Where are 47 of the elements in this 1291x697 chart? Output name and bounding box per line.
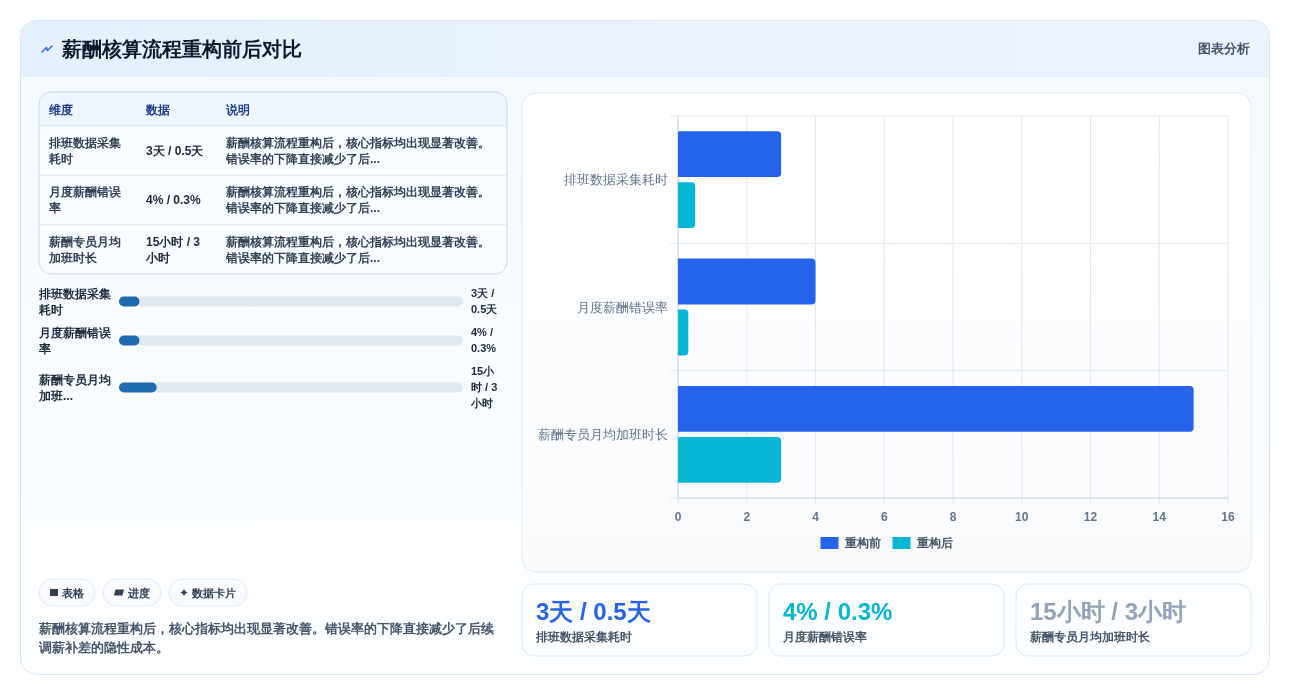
y-tick-label: 薪酬专员月均加班... (38, 372, 111, 403)
text: 图表分析 (1198, 41, 1250, 56)
text: 4% / 0.3% (146, 193, 201, 208)
y-tick-label: 排班数据采集耗时 (564, 172, 668, 188)
x-tick-label: 4 (812, 509, 820, 524)
text: 薪酬核算流程重构后，核心指标均出现显著改善。错误率的下降直接减少了后... (226, 135, 490, 166)
x-tick-label: 10 (1015, 509, 1029, 524)
bar (678, 436, 782, 483)
category-label: 数据卡片 (191, 586, 236, 599)
bar (678, 182, 696, 229)
category-label: 说明 (225, 102, 250, 117)
x-tick-label: 12 (1083, 509, 1098, 524)
bar (678, 385, 1194, 432)
category-label: 月度薪酬错误率 (782, 630, 867, 644)
text: 3天 / 0.5天 (471, 287, 499, 316)
x-tick-label: 14 (1152, 509, 1167, 524)
text: 维度 (48, 102, 73, 117)
text: 4% / 0.3% (471, 326, 497, 355)
category-label: 数据 (145, 102, 170, 117)
text: 薪酬核算流程重构前后对比 (61, 38, 302, 60)
x-tick-label: 6 (880, 509, 888, 524)
category-label: 排班数据采集耗时 (535, 630, 632, 644)
x-tick-label: 2 (743, 509, 751, 524)
y-tick-label: 薪酬专员月均加班时长 (538, 426, 668, 442)
text: 3天 / 0.5天 (536, 598, 651, 625)
x-tick-label: 16 (1221, 509, 1235, 524)
y-tick-label: 月度薪酬错误率 (577, 299, 668, 315)
y-tick-label: 月度薪酬错误率 (38, 325, 112, 356)
category-label: 薪酬专员月均加班时长 (1029, 630, 1151, 644)
text: 4% / 0.3% (783, 598, 893, 625)
bar (678, 131, 782, 178)
x-tick-label: 8 (949, 509, 957, 524)
text: 薪酬核算流程重构后，核心指标均出现显著改善。错误率的下降直接减少了后... (226, 234, 490, 265)
x-tick-label: 0 (674, 509, 682, 524)
text: 15小时 / 3小时 (146, 234, 201, 265)
bar (678, 309, 689, 356)
category-label: 表格 (61, 586, 85, 599)
category-label: 进度 (127, 586, 150, 599)
text: 15小时 / 3小时 (1030, 598, 1187, 625)
text: 薪酬核算流程重构后，核心指标均出现显著改善。错误率的下降直接减少了后... (226, 185, 490, 216)
text: 薪酬核算流程重构后，核心指标均出现显著改善。错误率的下降直接减少了后续调薪补差的隐性成本。 (38, 620, 495, 655)
text: 15小时 / 3小时 (470, 365, 498, 410)
y-tick-label: 排班数据采集耗时 (38, 286, 111, 317)
legend-label: 重构后 (915, 536, 953, 551)
legend-label: 重构前 (843, 536, 881, 551)
text: 3天 / 0.5天 (146, 143, 204, 158)
bar (678, 258, 816, 305)
